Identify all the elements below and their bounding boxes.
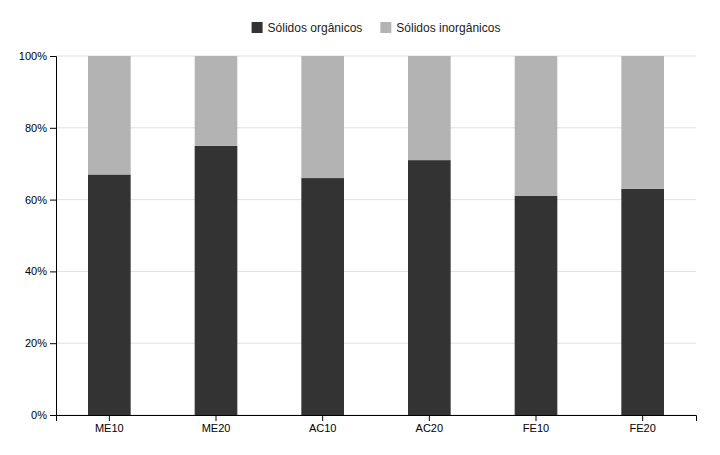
grid-line bbox=[56, 271, 696, 272]
chart: 0% 20% 40% 60% 80% 100% ME10 ME20 AC10 AC20 FE10 FE… bbox=[0, 0, 720, 455]
bar bbox=[195, 146, 238, 415]
grid bbox=[56, 56, 696, 415]
axis-line bbox=[57, 416, 697, 422]
bar bbox=[515, 56, 558, 196]
tick-label: AC10 bbox=[309, 422, 337, 434]
bars bbox=[88, 56, 664, 415]
legend: Sólidos orgânicos Sólidos inorgânicos bbox=[252, 21, 501, 35]
tick-label: 40% bbox=[25, 265, 47, 277]
grid-line bbox=[56, 127, 696, 128]
grid-line bbox=[56, 56, 696, 57]
tick: 20% bbox=[25, 337, 56, 349]
tick-label: 100% bbox=[19, 50, 47, 62]
bar bbox=[301, 178, 344, 415]
bar-series bbox=[88, 56, 664, 196]
bar-series bbox=[88, 146, 664, 415]
bar bbox=[621, 56, 664, 189]
tick-mark bbox=[50, 415, 56, 416]
bar bbox=[408, 56, 451, 160]
tick-mark bbox=[50, 343, 56, 344]
bar bbox=[88, 174, 131, 415]
tick: 80% bbox=[25, 122, 56, 134]
tick-label: 0% bbox=[31, 409, 47, 421]
tick-label: ME20 bbox=[202, 422, 231, 434]
tick-label: FE20 bbox=[630, 422, 656, 434]
tick-mark bbox=[642, 415, 643, 421]
tick: AC20 bbox=[416, 415, 444, 434]
legend-item: Sólidos orgânicos bbox=[252, 21, 363, 35]
tick-label: ME10 bbox=[95, 422, 124, 434]
plot: 0% 20% 40% 60% 80% 100% ME10 ME20 AC10 AC20 FE10 FE… bbox=[19, 50, 697, 434]
tick: 100% bbox=[19, 50, 56, 62]
tick-label: 20% bbox=[25, 337, 47, 349]
bar bbox=[408, 160, 451, 415]
tick: ME20 bbox=[202, 415, 231, 434]
tick: FE10 bbox=[523, 415, 549, 434]
grid-line bbox=[56, 199, 696, 200]
tick-mark bbox=[50, 56, 56, 57]
tick-mark bbox=[322, 415, 323, 421]
tick: 40% bbox=[25, 265, 56, 277]
y-axis: 0% 20% 40% 60% 80% 100% bbox=[19, 50, 57, 421]
tick-mark bbox=[536, 415, 537, 421]
legend-swatch bbox=[380, 22, 391, 33]
axis-line bbox=[50, 57, 57, 416]
tick-label: 60% bbox=[25, 194, 47, 206]
legend-swatch bbox=[252, 22, 263, 33]
tick-mark bbox=[50, 200, 56, 201]
tick-mark bbox=[109, 415, 110, 421]
tick-mark bbox=[216, 415, 217, 421]
tick: FE20 bbox=[630, 415, 656, 434]
tick-label: FE10 bbox=[523, 422, 549, 434]
legend-label: Sólidos orgânicos bbox=[268, 21, 363, 35]
tick-mark bbox=[50, 271, 56, 272]
tick: 60% bbox=[25, 194, 56, 206]
tick: 0% bbox=[31, 409, 56, 421]
legend-label: Sólidos inorgânicos bbox=[396, 21, 500, 35]
tick-mark bbox=[429, 415, 430, 421]
tick: ME10 bbox=[95, 415, 124, 434]
tick: AC10 bbox=[309, 415, 337, 434]
tick-label: AC20 bbox=[416, 422, 444, 434]
bar bbox=[621, 189, 664, 415]
grid-line bbox=[56, 343, 696, 344]
tick-label: 80% bbox=[25, 122, 47, 134]
bar bbox=[515, 196, 558, 415]
bar bbox=[88, 56, 131, 174]
legend-item: Sólidos inorgânicos bbox=[380, 21, 500, 35]
x-axis: ME10 ME20 AC10 AC20 FE10 FE20 bbox=[57, 415, 697, 434]
tick-mark bbox=[50, 128, 56, 129]
bar bbox=[195, 56, 238, 146]
bar bbox=[301, 56, 344, 178]
